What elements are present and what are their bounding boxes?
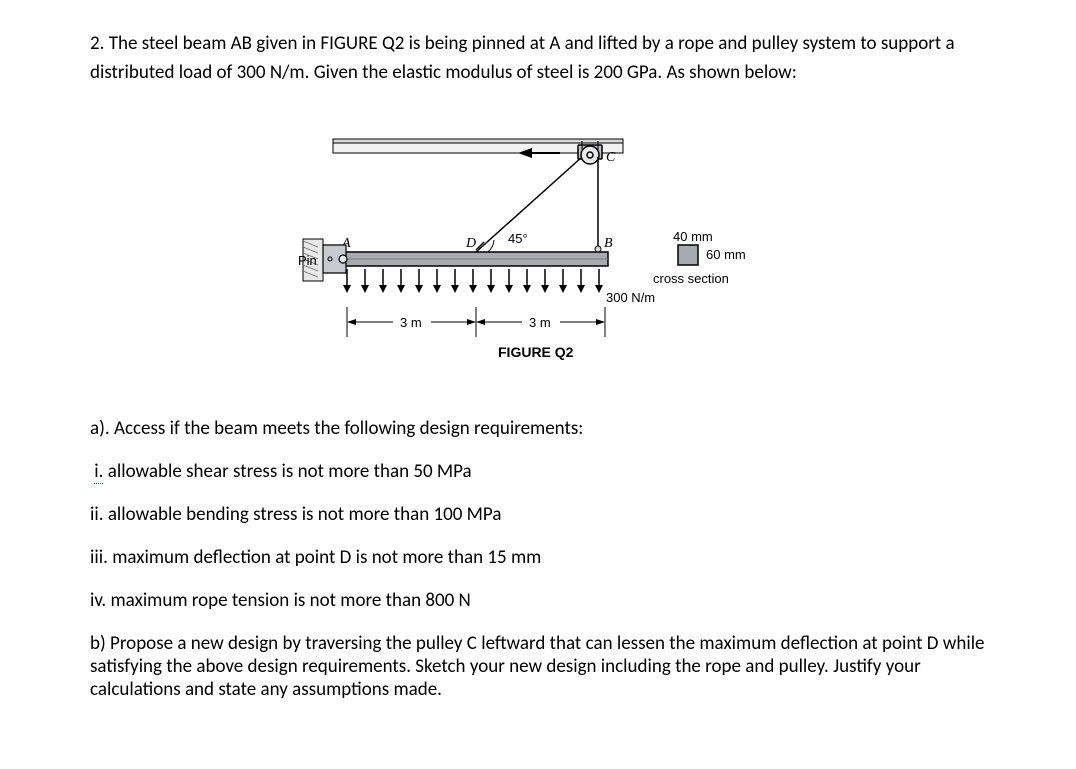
cs-width: 40 mm [673,229,713,244]
label-d: D [465,236,476,251]
dim-left: 3 m [400,315,422,330]
load-label: 300 N/m [606,290,655,305]
figure-q2: C A D 45° B [90,117,986,382]
q-body: The steel beam AB given in FIGURE Q2 is … [90,32,955,84]
distributed-load [343,269,603,293]
pin-label: Pin [298,253,317,268]
req-ii: ii. allowable bending stress is not more… [90,503,986,526]
req-iv: iv. maximum rope tension is not more tha… [90,589,986,612]
cs-height: 60 mm [706,247,746,262]
req-i: i. allowable shear stress is not more th… [90,460,986,483]
label-c: C [606,150,616,165]
q-number: 2. [90,32,104,55]
angle-label: 45° [508,231,528,246]
dim-right: 3 m [529,315,551,330]
figure-caption: FIGURE Q2 [498,344,574,360]
req-iii: iii. maximum deflection at point D is no… [90,546,986,569]
part-b: b) Propose a new design by traversing th… [90,632,986,701]
cs-label: cross section [653,271,729,286]
question-text: 2. The steel beam AB given in FIGURE Q2 … [90,30,986,87]
part-a-intro: a). Access if the beam meets the followi… [90,417,986,440]
label-b: B [604,236,613,251]
